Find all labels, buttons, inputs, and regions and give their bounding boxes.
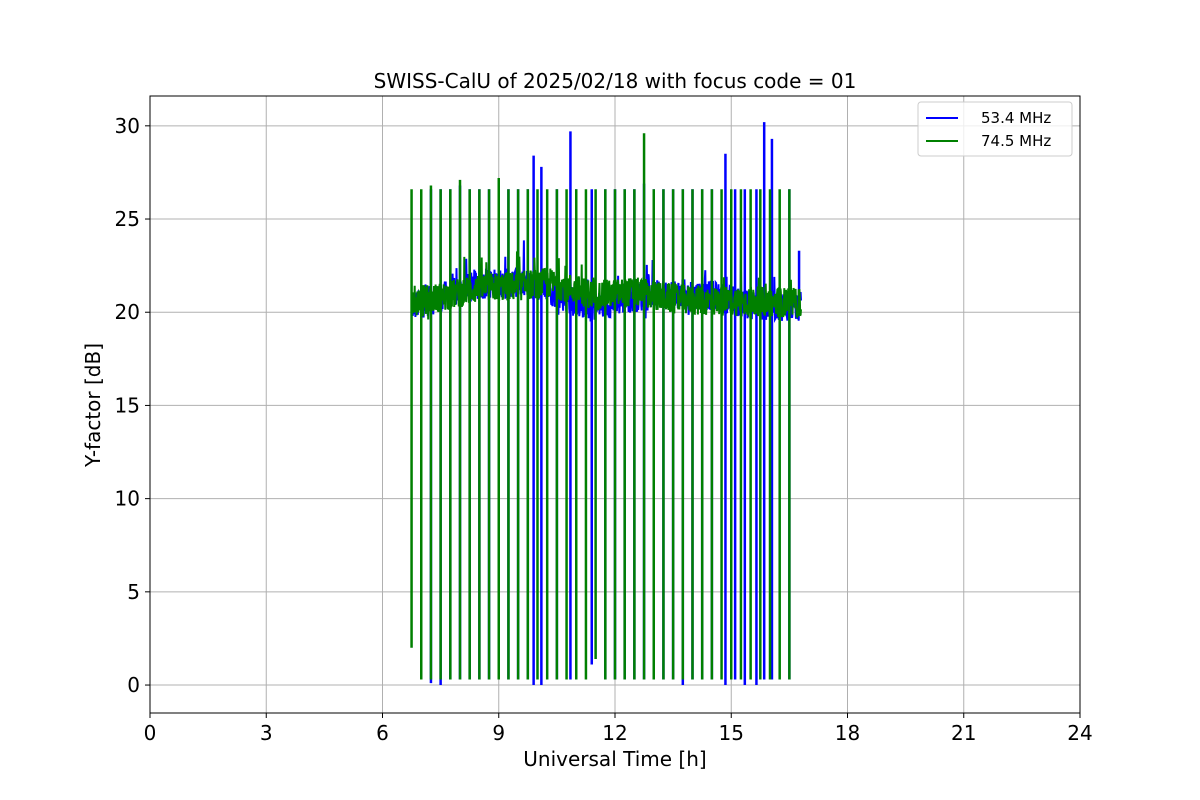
series-1 [410, 133, 802, 680]
y-tick-label: 10 [115, 487, 140, 511]
legend: 53.4 MHz 74.5 MHz [917, 101, 1073, 157]
x-tick-label: 15 [719, 721, 744, 745]
legend-box [917, 101, 1073, 157]
x-axis-label: Universal Time [h] [523, 747, 706, 771]
y-tick-label: 30 [115, 114, 140, 138]
x-tick-label: 12 [602, 721, 627, 745]
legend-label: 53.4 MHz [981, 109, 1051, 127]
x-tick-label: 18 [835, 721, 860, 745]
x-tick-label: 24 [1067, 721, 1092, 745]
y-tick-label: 25 [115, 207, 140, 231]
x-tick-label: 21 [951, 721, 976, 745]
chart-title: SWISS-CalU of 2025/02/18 with focus code… [374, 69, 857, 93]
x-tick-label: 9 [492, 721, 505, 745]
axis-ticks: 0 3 6 9 12 15 18 21 24 0 5 10 15 20 25 30 [115, 114, 1093, 745]
y-axis-label: Y-factor [dB] [81, 343, 105, 468]
x-tick-label: 0 [144, 721, 157, 745]
plot-area [410, 122, 802, 686]
y-tick-label: 15 [115, 393, 140, 417]
y-tick-label: 20 [115, 300, 140, 324]
y-tick-label: 0 [127, 673, 140, 697]
x-tick-label: 6 [376, 721, 389, 745]
y-tick-label: 5 [127, 580, 140, 604]
legend-label: 74.5 MHz [981, 132, 1051, 150]
x-tick-label: 3 [260, 721, 273, 745]
